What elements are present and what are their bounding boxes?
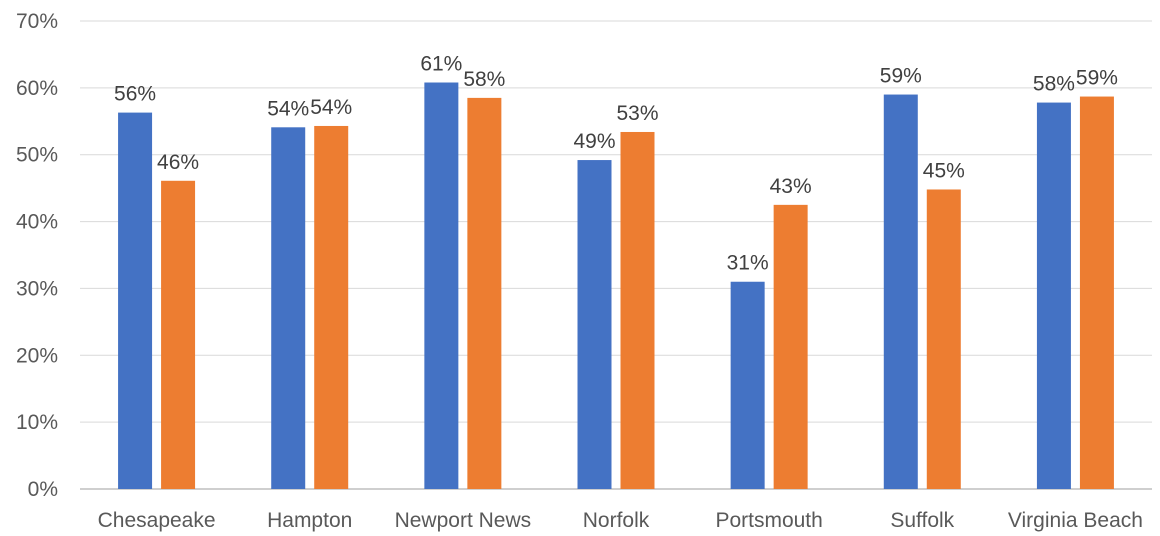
y-tick-label: 30% [16, 277, 58, 300]
data-label: 49% [573, 130, 615, 153]
bar-orange [926, 189, 961, 490]
data-labels: 56%46%54% 54%61%58%49%53%31%43%59%45%58% 5… [114, 53, 1118, 275]
data-label: 46% [157, 151, 199, 174]
data-label: 54% [310, 96, 352, 119]
data-label: 59% [1076, 67, 1118, 90]
bar-blue [271, 127, 306, 489]
x-tick-label: Chesapeake [98, 509, 216, 532]
data-label: 61% [420, 53, 462, 76]
x-axis: Chesapeake Hampton Newport News Norfolk Port… [98, 509, 1143, 532]
data-label: 31% [727, 252, 769, 275]
bar-blue [730, 281, 765, 489]
data-label: 54% [267, 97, 309, 120]
gridlines [80, 20, 1152, 490]
y-tick-label: 70% [16, 10, 58, 33]
data-label: 45% [923, 159, 965, 182]
y-tick-label: 60% [16, 77, 58, 100]
data-label: 56% [114, 83, 156, 106]
data-label: 53% [616, 102, 658, 125]
bars [118, 82, 1114, 490]
bar-orange [620, 131, 655, 490]
bar-orange [467, 97, 502, 489]
bar-orange [161, 180, 196, 489]
data-label: 58% [463, 68, 505, 91]
bar-orange [773, 204, 808, 489]
y-tick-label: 10% [16, 411, 58, 434]
y-tick-label: 40% [16, 211, 58, 234]
bar-blue [577, 160, 612, 489]
x-tick-label: Portsmouth [715, 509, 822, 532]
bar-blue [1036, 102, 1071, 490]
bar-blue [424, 82, 459, 489]
data-label: 59% [880, 65, 922, 88]
x-tick-label: Hampton [267, 509, 352, 532]
y-tick-label: 20% [16, 344, 58, 367]
data-label: 43% [770, 175, 812, 198]
y-tick-label: 0% [28, 478, 58, 501]
x-tick-label: Virginia Beach [1008, 509, 1143, 532]
x-tick-label: Norfolk [583, 509, 650, 532]
x-tick-label: Newport News [395, 509, 532, 532]
bar-blue [883, 94, 918, 490]
y-tick-label: 50% [16, 144, 58, 167]
bar-orange [314, 125, 349, 490]
bar-orange [1079, 96, 1114, 489]
y-axis: 0% 10% 20% 30% 40% 50% 60% 70% [16, 10, 58, 501]
data-label: 58% [1033, 73, 1075, 96]
bar-blue [118, 112, 153, 489]
x-tick-label: Suffolk [890, 509, 954, 532]
